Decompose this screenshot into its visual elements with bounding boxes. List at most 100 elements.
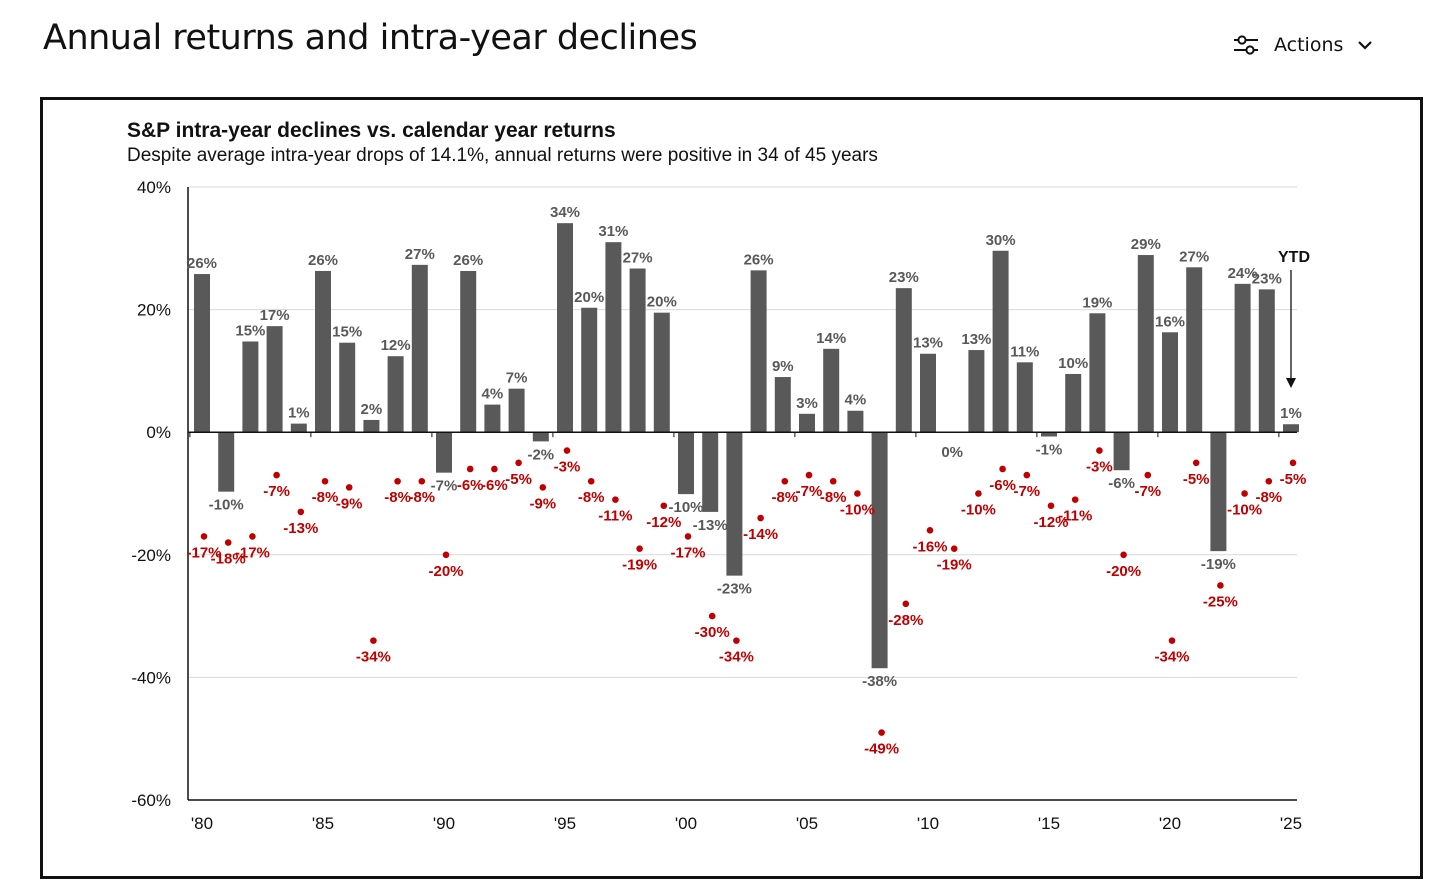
decline-point [733, 637, 740, 644]
decline-point [539, 484, 547, 491]
decline-value-label: -5% [1183, 471, 1210, 488]
decline-value-label: -7% [1013, 483, 1040, 500]
bar-value-label: 13% [913, 335, 943, 352]
decline-point [612, 496, 619, 503]
decline-value-label: -16% [912, 538, 947, 555]
decline-point [708, 612, 716, 620]
return-bar [315, 270, 331, 433]
decline-value-label: -5% [1280, 471, 1307, 488]
decline-point [926, 526, 934, 534]
return-bar [266, 326, 283, 433]
bar-value-label: 4% [482, 386, 504, 403]
decline-value-label: -10% [840, 502, 875, 519]
decline-value-label: -18% [211, 551, 246, 568]
decline-value-label: -6% [989, 477, 1016, 494]
decline-point [1047, 502, 1055, 510]
return-bar [484, 404, 501, 433]
decline-value-label: -19% [622, 557, 657, 574]
return-bar [678, 432, 694, 495]
decline-value-label: -34% [356, 649, 391, 666]
decline-point [345, 484, 353, 491]
decline-value-label: -25% [1203, 593, 1238, 610]
decline-value-label: -19% [937, 557, 972, 574]
bar-value-label: 27% [623, 250, 653, 267]
intra-year-decline-points [200, 447, 1297, 736]
actions-button[interactable]: Actions [1232, 28, 1373, 62]
decline-point [249, 533, 256, 540]
decline-value-label: -14% [743, 526, 778, 543]
chart-subtitle: Despite average intra-year drops of 14.1… [127, 145, 878, 166]
decline-point [1192, 459, 1200, 467]
x-tick-label: '95 [554, 814, 576, 833]
decline-point [660, 502, 668, 510]
return-bar [629, 268, 646, 433]
decline-point [781, 477, 789, 485]
ytd-arrow-head [1286, 378, 1296, 388]
x-tick-label: '15 [1038, 814, 1060, 833]
decline-point [587, 477, 595, 485]
decline-value-label: -3% [1086, 459, 1113, 476]
decline-value-label: -6% [457, 477, 484, 494]
return-bar [1089, 313, 1106, 433]
decline-value-label: -34% [1154, 649, 1189, 666]
return-bar [1283, 424, 1299, 433]
return-bar [895, 288, 912, 433]
return-bar [1258, 289, 1275, 433]
return-bar [460, 270, 477, 433]
bar-value-label: 14% [816, 330, 846, 347]
page-title: Annual returns and intra-year declines [43, 18, 698, 58]
decline-value-label: -20% [1106, 563, 1141, 580]
decline-point [1289, 459, 1297, 467]
bar-value-label: 26% [453, 252, 483, 269]
bar-value-label: 1% [288, 405, 310, 422]
bar-value-label: 27% [1179, 248, 1209, 265]
decline-point [684, 533, 692, 540]
decline-point [563, 447, 571, 454]
decline-value-label: -49% [864, 741, 899, 758]
decline-value-label: -8% [408, 489, 435, 506]
decline-value-label: -11% [598, 508, 632, 525]
bar-value-label: -10% [209, 497, 244, 514]
y-tick-label: 40% [137, 178, 171, 197]
bar-value-label: -23% [717, 581, 752, 598]
return-bar [702, 432, 719, 512]
return-bar [387, 356, 404, 433]
bar-value-label: 4% [845, 392, 867, 409]
chevron-down-icon [1357, 39, 1373, 51]
bar-value-label: 15% [235, 322, 265, 339]
decline-point [757, 514, 764, 522]
bar-value-label: -10% [668, 499, 703, 516]
decline-point [999, 465, 1006, 473]
decline-value-label: -10% [961, 502, 996, 519]
decline-point [975, 490, 982, 497]
return-bar [1234, 283, 1251, 433]
bar-value-label: 24% [1228, 265, 1258, 282]
decline-value-label: -17% [235, 544, 270, 561]
y-tick-label: 0% [146, 423, 171, 442]
decline-value-label: -10% [1227, 502, 1262, 519]
decline-value-label: -8% [312, 489, 339, 506]
x-tick-label: '20 [1159, 814, 1181, 833]
return-bar [242, 341, 259, 433]
decline-value-label: -30% [695, 624, 730, 641]
y-tick-label: -40% [131, 668, 171, 687]
bar-value-label: 10% [1058, 355, 1088, 372]
bar-value-label: 7% [506, 370, 528, 387]
return-bar [1162, 332, 1178, 433]
bar-value-label: 11% [1010, 343, 1039, 360]
return-bar [581, 307, 598, 433]
return-bar [1137, 255, 1154, 433]
decline-value-label: -8% [384, 489, 411, 506]
decline-value-label: -8% [578, 489, 605, 506]
x-tick-label: '00 [675, 814, 697, 833]
sliders-icon [1232, 33, 1260, 57]
data-labels: 26%-10%15%17%1%26%15%2%12%27%-7%26%4%7%-… [186, 204, 1306, 757]
return-bar [194, 274, 210, 433]
actions-label: Actions [1274, 34, 1344, 56]
bar-value-label: 9% [772, 358, 794, 375]
decline-point [878, 729, 885, 736]
x-tick-label: '05 [796, 814, 818, 833]
x-tick-label: '25 [1280, 814, 1302, 833]
bar-value-label: 27% [405, 246, 435, 263]
return-bar [218, 432, 235, 492]
